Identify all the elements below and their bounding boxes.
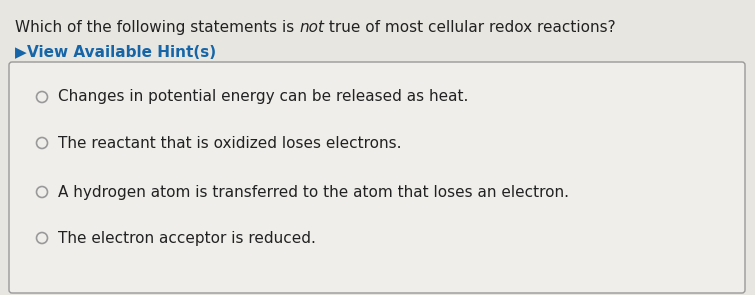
FancyBboxPatch shape	[9, 62, 745, 293]
Text: A hydrogen atom is transferred to the atom that loses an electron.: A hydrogen atom is transferred to the at…	[58, 184, 569, 199]
Text: Which of the following statements is: Which of the following statements is	[15, 20, 299, 35]
Text: ▶: ▶	[15, 45, 26, 60]
Text: true of most cellular redox reactions?: true of most cellular redox reactions?	[324, 20, 616, 35]
Text: The electron acceptor is reduced.: The electron acceptor is reduced.	[58, 230, 316, 245]
Text: Changes in potential energy can be released as heat.: Changes in potential energy can be relea…	[58, 89, 468, 104]
Text: The reactant that is oxidized loses electrons.: The reactant that is oxidized loses elec…	[58, 135, 402, 150]
Text: View Available Hint(s): View Available Hint(s)	[27, 45, 216, 60]
Text: not: not	[299, 20, 324, 35]
